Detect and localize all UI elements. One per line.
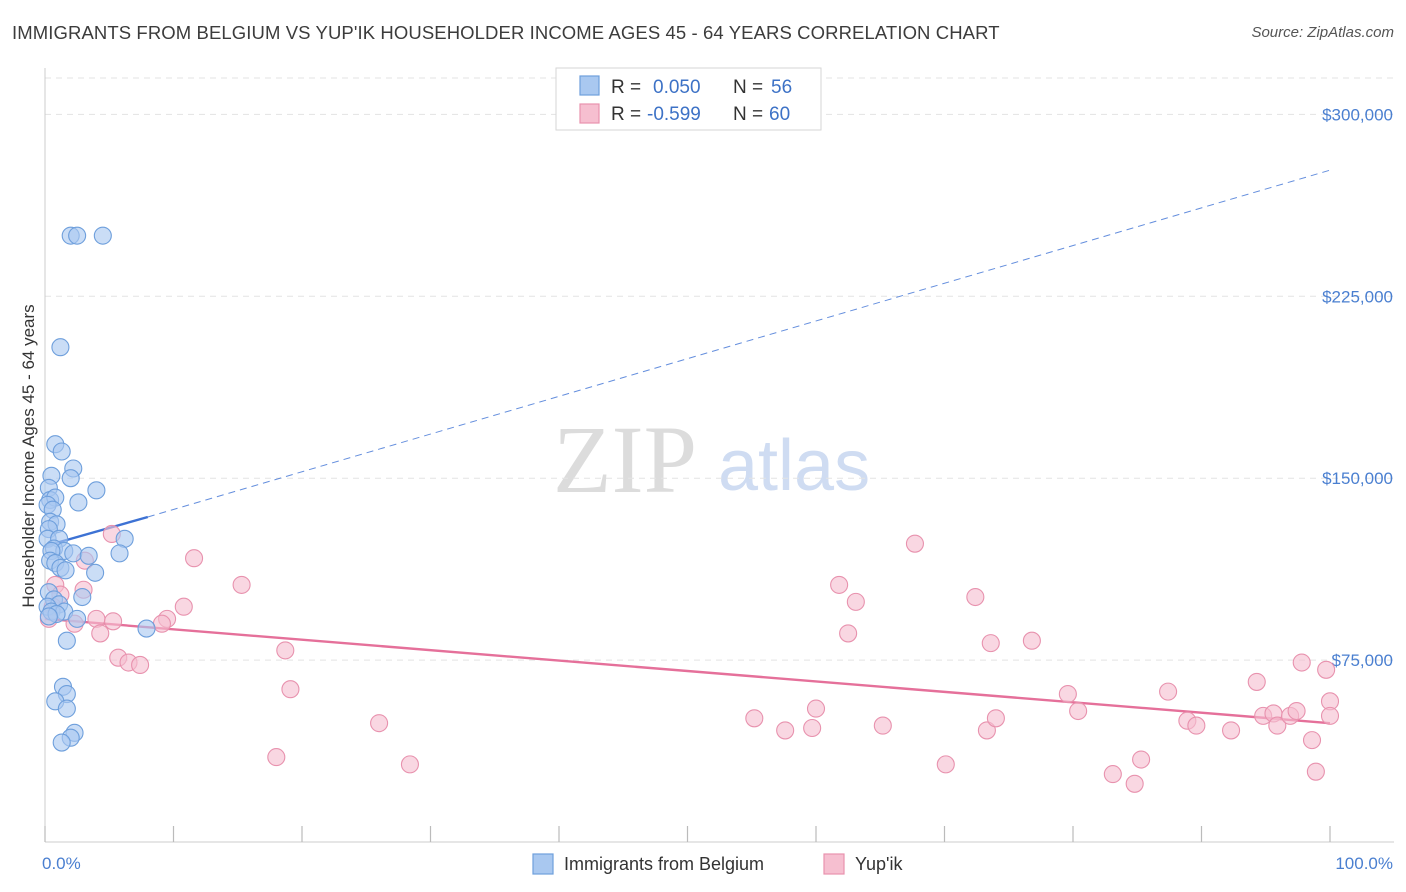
- belgium-point: [86, 563, 105, 582]
- belgium-point: [52, 442, 71, 461]
- yupik-point: [104, 612, 123, 631]
- legend-n-value-0: 56: [771, 77, 792, 98]
- yupik-point: [267, 748, 286, 767]
- legend-swatch-pink: [579, 103, 600, 124]
- legend-r-value-1: -0.599: [647, 104, 701, 125]
- y-tick-label: $300,000: [1322, 105, 1393, 124]
- legend-swatch-blue: [579, 75, 600, 96]
- belgium-point: [56, 561, 75, 580]
- belgium-point: [61, 469, 80, 488]
- belgium-point: [137, 619, 156, 638]
- yupik-point: [1132, 750, 1151, 769]
- chart-title: IMMIGRANTS FROM BELGIUM VS YUP'IK HOUSEH…: [12, 22, 1000, 43]
- axes: [44, 68, 1394, 843]
- yupik-point: [1320, 706, 1340, 725]
- legend-r-value-0: 0.050: [653, 77, 701, 98]
- yupik-point: [1292, 653, 1311, 672]
- belgium-point: [57, 631, 76, 650]
- legend-n-label-0: N =: [733, 77, 763, 98]
- source-label: Source: ZipAtlas.com: [1251, 24, 1394, 41]
- scatter-points: [38, 226, 1340, 793]
- bottom-legend-label-1: Yup'ik: [855, 854, 903, 874]
- yupik-point: [1103, 765, 1122, 784]
- yupik-point: [131, 655, 150, 674]
- belgium-point: [87, 481, 106, 500]
- yupik-point: [966, 587, 985, 607]
- yupik-point: [276, 641, 295, 660]
- yupik-point: [873, 716, 892, 735]
- belgium-point: [39, 607, 58, 626]
- legend-r-label-0: R =: [611, 77, 641, 98]
- yupik-trend-line: [44, 617, 1331, 725]
- bottom-legend: Immigrants from Belgium Yup'ik: [532, 853, 903, 875]
- top-legend: R = 0.050 N = 56 R = -0.599 N = 60: [555, 67, 822, 131]
- bottom-legend-label-0: Immigrants from Belgium: [564, 854, 764, 874]
- y-tick-label: $150,000: [1322, 469, 1393, 488]
- yupik-point: [1125, 774, 1144, 793]
- yupik-point: [232, 575, 251, 594]
- yupik-point: [1247, 672, 1266, 691]
- grid-lines: [45, 77, 1394, 661]
- yupik-point: [776, 721, 795, 740]
- belgium-point: [93, 226, 112, 245]
- yupik-point: [981, 634, 1000, 653]
- yupik-point: [806, 699, 826, 718]
- belgium-point: [79, 546, 98, 565]
- yupik-point: [1287, 701, 1306, 721]
- yupik-point: [986, 709, 1005, 728]
- belgium-point: [64, 544, 83, 563]
- yupik-point: [846, 592, 865, 611]
- yupik-point: [1022, 631, 1041, 650]
- yupik-point: [745, 709, 764, 728]
- y-axis-title: Householder Income Ages 45 - 64 years: [19, 304, 38, 607]
- yupik-point: [1306, 762, 1325, 781]
- legend-n-label-1: N =: [733, 104, 763, 125]
- watermark-zip: ZIP: [553, 406, 697, 513]
- yupik-point: [1222, 721, 1241, 740]
- yupik-point: [1159, 682, 1178, 701]
- yupik-point: [400, 755, 419, 774]
- belgium-trend-extension: [147, 169, 1331, 518]
- tick-labels: $75,000 $150,000 $225,000 $300,000 0.0% 100.0…: [42, 105, 1393, 873]
- belgium-point: [110, 544, 129, 563]
- yupik-point: [281, 680, 300, 699]
- yupik-point: [830, 575, 849, 594]
- yupik-point: [174, 597, 193, 616]
- y-tick-label: $75,000: [1332, 651, 1393, 670]
- x-tick-label: 100.0%: [1335, 854, 1393, 873]
- yupik-point: [91, 624, 110, 643]
- yupik-point: [1268, 716, 1287, 735]
- belgium-point: [52, 733, 71, 752]
- bottom-legend-swatch-blue: [532, 853, 554, 875]
- yupik-point: [936, 755, 955, 774]
- yupik-point: [1187, 716, 1206, 735]
- yupik-point: [185, 549, 204, 568]
- belgium-point: [68, 226, 87, 245]
- watermark-atlas: atlas: [718, 426, 870, 506]
- x-tick-label: 0.0%: [42, 854, 81, 873]
- yupik-point: [370, 714, 389, 733]
- belgium-point: [68, 609, 87, 628]
- yupik-point: [1058, 685, 1077, 704]
- belgium-point: [51, 338, 70, 357]
- bottom-legend-swatch-pink: [823, 853, 845, 875]
- legend-r-label-1: R =: [611, 104, 641, 125]
- belgium-point: [69, 493, 88, 512]
- yupik-point: [905, 534, 924, 553]
- yupik-point: [152, 614, 171, 633]
- yupik-point: [803, 718, 822, 738]
- legend-box: [555, 67, 822, 131]
- yupik-point: [1317, 660, 1336, 679]
- belgium-point: [73, 587, 92, 607]
- legend-n-value-1: 60: [769, 104, 790, 125]
- watermark: ZIP atlas: [553, 406, 870, 513]
- y-tick-label: $225,000: [1322, 287, 1393, 306]
- yupik-point: [977, 721, 996, 740]
- belgium-point: [57, 699, 76, 718]
- yupik-point: [1302, 731, 1322, 750]
- yupik-point: [839, 624, 858, 643]
- yupik-point: [1069, 701, 1088, 721]
